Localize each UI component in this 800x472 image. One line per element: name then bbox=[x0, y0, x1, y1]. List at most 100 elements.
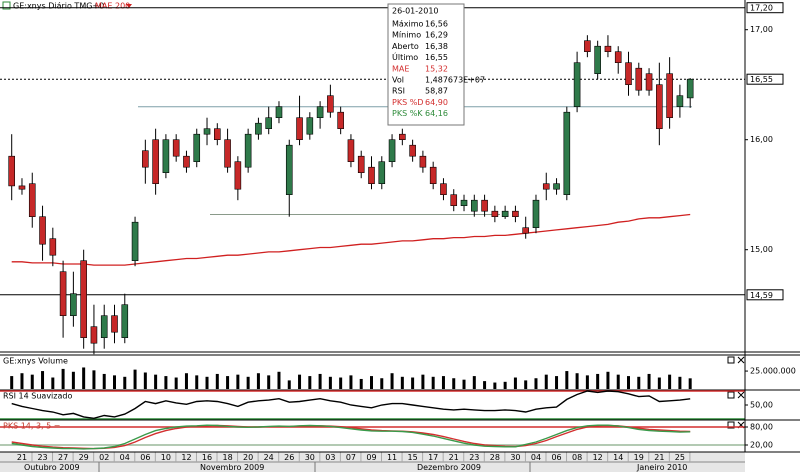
volume-bar bbox=[647, 373, 651, 389]
candle-body bbox=[296, 117, 303, 140]
price-marker-box bbox=[746, 289, 784, 301]
indicator-label[interactable]: MAE 200 bbox=[95, 2, 130, 11]
volume-bar bbox=[472, 376, 476, 389]
price-marker-label: 14,59 bbox=[750, 291, 773, 300]
candle-body bbox=[635, 67, 643, 91]
volume-bar bbox=[205, 376, 209, 389]
candle-body bbox=[460, 199, 468, 206]
tooltip-label: Máximo bbox=[392, 20, 424, 29]
volume-bar bbox=[277, 371, 281, 389]
month-label: Novembro 2009 bbox=[200, 463, 264, 472]
candle-body bbox=[28, 183, 36, 217]
candle-body bbox=[183, 155, 190, 168]
date-label: 27 bbox=[58, 453, 68, 462]
candle-body bbox=[645, 73, 653, 91]
candle-body bbox=[388, 139, 396, 162]
date-label: 25 bbox=[675, 453, 685, 462]
tooltip-value: 15,32 bbox=[425, 64, 448, 73]
candle-body bbox=[275, 106, 283, 118]
volume-bar bbox=[30, 374, 34, 389]
header-icon[interactable] bbox=[2, 1, 11, 10]
volume-bar bbox=[256, 373, 260, 389]
dropdown-arrow[interactable] bbox=[126, 4, 132, 8]
date-label: 24 bbox=[264, 453, 274, 462]
volume-bar bbox=[318, 373, 322, 389]
volume-bar bbox=[20, 373, 24, 389]
candle-body bbox=[100, 315, 108, 339]
volume-bar bbox=[113, 375, 116, 389]
volume-bar bbox=[328, 376, 332, 389]
volume-bar bbox=[359, 378, 363, 389]
panel-title: RSI 14 Suavizado bbox=[3, 392, 72, 401]
tooltip-value: 64,90 bbox=[425, 98, 448, 107]
tooltip-value: 58,87 bbox=[425, 87, 448, 96]
panel-maximize[interactable] bbox=[727, 356, 735, 364]
tooltip-label: MAE bbox=[392, 64, 409, 73]
tooltip-date: 26-01-2010 bbox=[392, 7, 439, 16]
tooltip-value: 16,29 bbox=[425, 31, 448, 40]
panel-title: GE:xnys Volume bbox=[3, 357, 68, 366]
candle-body bbox=[470, 199, 478, 212]
price-marker-label: 17,20 bbox=[750, 4, 773, 13]
moving-average-line bbox=[11, 213, 691, 266]
candle-body bbox=[553, 183, 560, 190]
tooltip-value: 16,56 bbox=[425, 20, 448, 29]
candle-body bbox=[501, 210, 509, 217]
candle-body bbox=[512, 210, 519, 217]
volume-bar bbox=[544, 374, 548, 389]
date-label: 06 bbox=[551, 453, 561, 462]
volume-bar bbox=[298, 374, 302, 389]
candle-body bbox=[625, 62, 632, 86]
volume-bar bbox=[154, 374, 158, 389]
date-label: 20 bbox=[243, 453, 253, 462]
candle-body bbox=[214, 128, 221, 140]
tooltip-label: RSI bbox=[392, 87, 405, 96]
panel-close[interactable] bbox=[737, 391, 745, 399]
date-label: 10 bbox=[161, 453, 171, 462]
month-label: Dezembro 2009 bbox=[417, 463, 481, 472]
volume-bar bbox=[627, 376, 630, 389]
date-label: 29 bbox=[79, 453, 89, 462]
volume-bar bbox=[41, 371, 45, 389]
volume-bar bbox=[411, 377, 415, 389]
date-label: 26 bbox=[284, 453, 294, 462]
volume-bar bbox=[195, 375, 199, 389]
tooltip-value: 16,38 bbox=[425, 42, 448, 51]
candle-body bbox=[285, 144, 293, 195]
candle-body bbox=[563, 111, 571, 195]
volume-bar bbox=[637, 376, 641, 389]
candle-body bbox=[614, 51, 622, 64]
date-label: 19 bbox=[634, 453, 644, 462]
volume-bar bbox=[657, 377, 661, 389]
candle-body bbox=[316, 106, 324, 118]
volume-bar bbox=[267, 375, 271, 389]
panel-maximize[interactable] bbox=[727, 391, 735, 399]
volume-bar bbox=[380, 378, 384, 389]
month-label: Outubro 2009 bbox=[24, 463, 80, 472]
date-label: 21 bbox=[449, 453, 459, 462]
volume-bar bbox=[174, 377, 178, 389]
price-marker-box bbox=[746, 73, 784, 85]
panel-maximize[interactable] bbox=[727, 421, 735, 429]
candle-body bbox=[327, 95, 334, 113]
panel-close[interactable] bbox=[737, 356, 745, 364]
y-tick-label: 17,00 bbox=[750, 25, 773, 34]
candle-body bbox=[522, 227, 530, 234]
volume-bar bbox=[71, 371, 75, 389]
candle-body bbox=[573, 62, 581, 108]
volume-bar bbox=[287, 380, 291, 389]
candle-body bbox=[90, 326, 98, 344]
volume-bar bbox=[339, 377, 343, 389]
candle-body bbox=[347, 139, 355, 162]
indicator-line bbox=[11, 424, 691, 450]
candle-body bbox=[265, 117, 273, 129]
candle-body bbox=[368, 166, 375, 184]
tooltip-label: PKS %D bbox=[392, 98, 423, 107]
volume-bar bbox=[51, 377, 55, 389]
candle-body bbox=[481, 199, 488, 212]
volume-bar bbox=[575, 373, 579, 389]
candle-body bbox=[39, 216, 46, 245]
volume-bar bbox=[421, 374, 425, 389]
date-label: 30 bbox=[510, 453, 520, 462]
symbol-label: GE:xnys Diário TMG+0 bbox=[13, 2, 104, 11]
